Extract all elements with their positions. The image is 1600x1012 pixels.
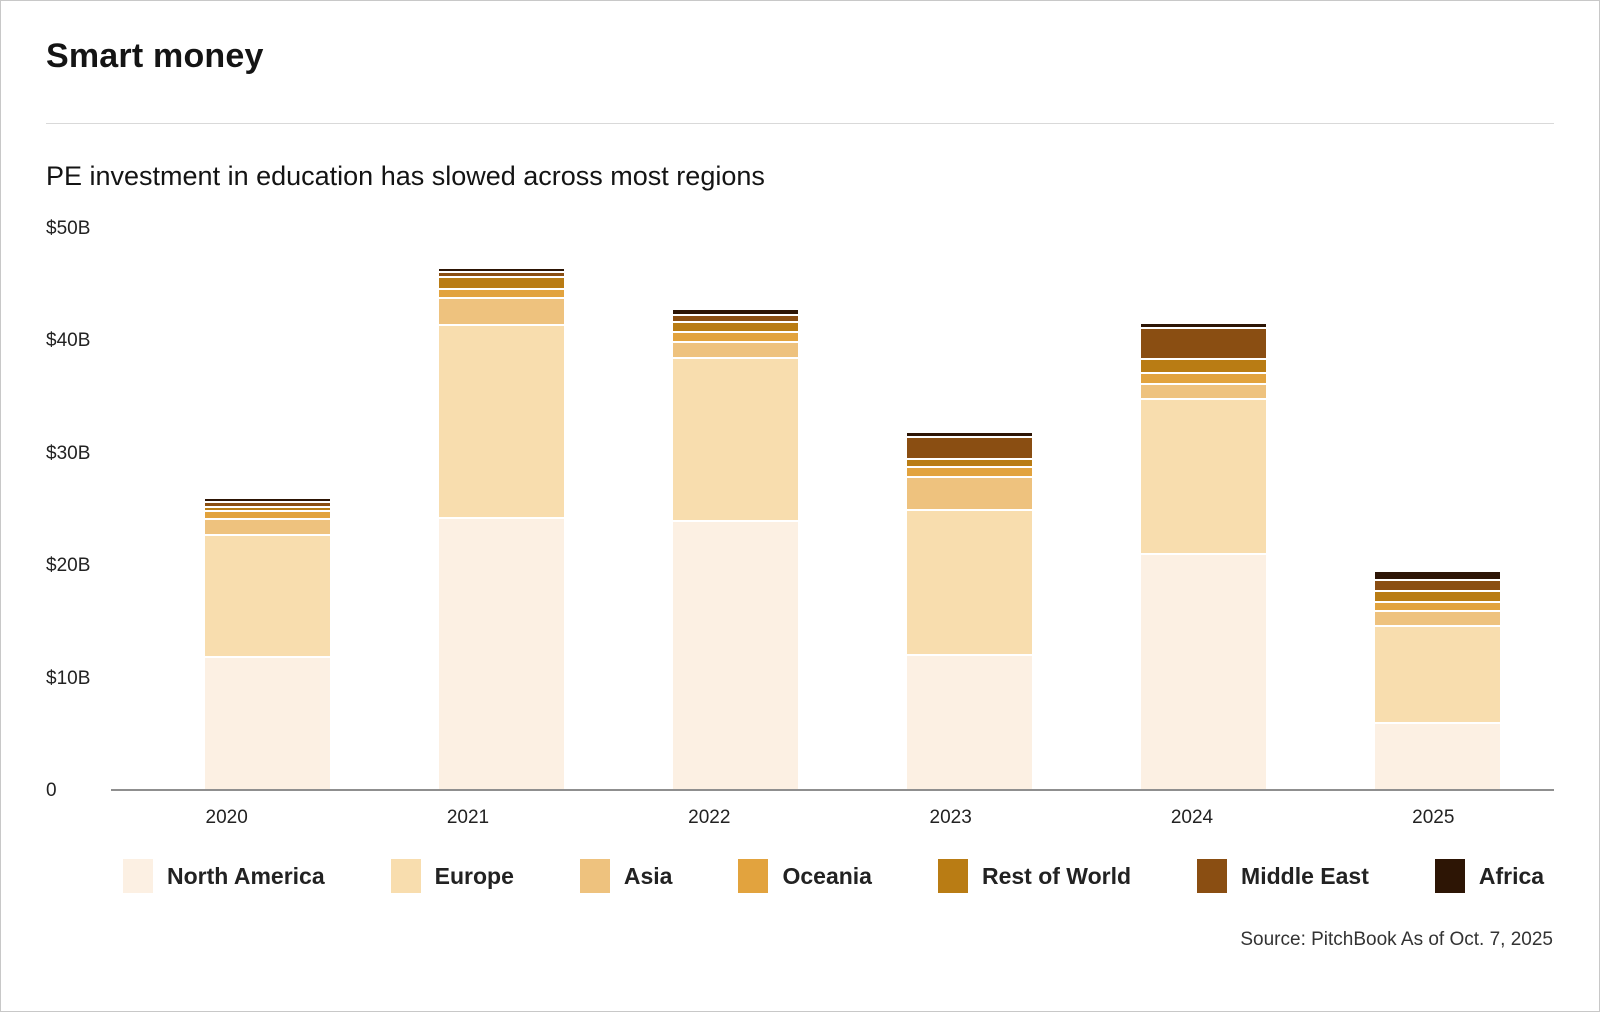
legend-label: Africa xyxy=(1478,862,1545,889)
legend-label: Asia xyxy=(623,862,673,889)
bar-segment-north-america xyxy=(205,658,331,791)
legend-label: Oceania xyxy=(782,862,872,889)
legend-label: Europe xyxy=(434,862,514,889)
x-axis-label-2022: 2022 xyxy=(688,807,731,828)
bar-segment-asia xyxy=(1140,384,1266,399)
chart-subtitle: PE investment in education has slowed ac… xyxy=(46,161,765,191)
bar-segment-oceania xyxy=(439,290,565,298)
bar-segment-asia xyxy=(1374,611,1500,626)
bar-stack xyxy=(439,268,565,791)
bar-segment-africa xyxy=(1374,572,1500,579)
x-axis-line xyxy=(111,789,1554,791)
bar-stack xyxy=(205,499,331,791)
legend-swatch xyxy=(579,859,610,893)
bars-row xyxy=(151,229,1554,791)
y-axis-tick-label: $10B xyxy=(46,667,91,689)
bar-segment-africa xyxy=(673,310,799,314)
bar-segment-africa xyxy=(205,499,331,502)
legend-item-europe: Europe xyxy=(390,859,514,893)
bar-segment-rest-of-world xyxy=(439,278,565,289)
legend-label: North America xyxy=(167,862,325,889)
x-axis-label-2021: 2021 xyxy=(446,807,490,828)
bar-stack xyxy=(1374,572,1500,791)
bar-group-2021 xyxy=(385,229,619,791)
bar-segment-middle-east xyxy=(205,503,331,506)
bar-segment-rest-of-world xyxy=(906,460,1032,467)
bar-segment-oceania xyxy=(1374,602,1500,610)
bar-segment-europe xyxy=(906,511,1032,655)
legend-item-oceania: Oceania xyxy=(738,859,872,893)
bar-segment-middle-east xyxy=(1140,329,1266,359)
y-axis-tick-label: $40B xyxy=(46,330,91,352)
y-axis-tick-label: 0 xyxy=(46,780,57,801)
legend-item-rest-of-world: Rest of World xyxy=(937,859,1132,893)
legend: North America Europe Asia Oceania Rest of Wo… xyxy=(123,859,1554,893)
bar-segment-north-america xyxy=(673,522,799,791)
bar-segment-middle-east xyxy=(906,438,1032,459)
bar-segment-europe xyxy=(673,358,799,521)
legend-swatch xyxy=(1434,859,1465,893)
plot-area xyxy=(111,229,1554,791)
bar-segment-asia xyxy=(906,477,1032,510)
legend-label: Middle East xyxy=(1241,862,1369,889)
y-axis-tick-label: $30B xyxy=(46,442,91,464)
bar-stack xyxy=(906,432,1032,791)
x-axis-labels: 2020 2021 2022 2023 2024 2025 xyxy=(106,807,1554,829)
bar-segment-africa xyxy=(1140,323,1266,328)
bar-segment-rest-of-world xyxy=(1374,591,1500,601)
bar-segment-rest-of-world xyxy=(1140,360,1266,372)
bar-segment-asia xyxy=(205,519,331,535)
bar-segment-middle-east xyxy=(1374,580,1500,590)
bar-segment-asia xyxy=(439,299,565,324)
legend-label: Rest of World xyxy=(981,862,1132,889)
x-axis-label-2025: 2025 xyxy=(1412,807,1455,828)
legend-swatch xyxy=(937,859,968,893)
bar-segment-north-america xyxy=(439,519,565,791)
bar-group-2024 xyxy=(1086,229,1320,791)
bar-segment-rest-of-world xyxy=(673,323,799,332)
bar-segment-north-america xyxy=(1374,723,1500,791)
bar-segment-middle-east xyxy=(673,315,799,322)
legend-item-north-america: North America xyxy=(123,859,325,893)
legend-swatch xyxy=(390,859,421,893)
bar-segment-north-america xyxy=(1140,554,1266,791)
bar-group-2022 xyxy=(619,229,853,791)
bar-segment-europe xyxy=(1140,400,1266,553)
bar-segment-europe xyxy=(439,325,565,517)
x-axis-label-2023: 2023 xyxy=(929,807,972,828)
header-divider xyxy=(46,123,1554,124)
bar-segment-north-america xyxy=(906,656,1032,791)
x-axis-label-2024: 2024 xyxy=(1170,807,1214,828)
bar-segment-africa xyxy=(906,432,1032,437)
bar-segment-europe xyxy=(1374,627,1500,722)
legend-item-middle-east: Middle East xyxy=(1197,859,1369,893)
bar-segment-africa xyxy=(439,268,565,271)
y-axis-tick-label: $50B xyxy=(46,218,91,239)
bar-segment-oceania xyxy=(205,511,331,518)
bar-group-2025 xyxy=(1320,229,1554,791)
bar-segment-oceania xyxy=(906,468,1032,476)
bar-stack xyxy=(1140,323,1266,791)
bar-segment-oceania xyxy=(673,333,799,342)
bar-stack xyxy=(673,310,799,791)
bar-group-2023 xyxy=(852,229,1086,791)
legend-swatch xyxy=(738,859,769,893)
legend-swatch xyxy=(1197,859,1228,893)
legend-item-asia: Asia xyxy=(579,859,673,893)
chart-area: $50B $40B $30B $20B $10B 0 xyxy=(46,218,1554,801)
legend-item-africa: Africa xyxy=(1434,859,1545,893)
bar-segment-asia xyxy=(673,343,799,357)
source-text: Source: PitchBook As of Oct. 7, 2025 xyxy=(1240,929,1553,950)
bar-segment-rest-of-world xyxy=(205,507,331,510)
bar-segment-middle-east xyxy=(439,273,565,277)
chart-title: Smart money xyxy=(46,37,264,75)
bar-segment-europe xyxy=(205,536,331,657)
legend-swatch xyxy=(123,859,153,893)
x-axis-label-2020: 2020 xyxy=(205,807,248,828)
bar-group-2020 xyxy=(151,229,385,791)
y-axis-tick-label: $20B xyxy=(46,555,91,577)
bar-segment-oceania xyxy=(1140,373,1266,383)
